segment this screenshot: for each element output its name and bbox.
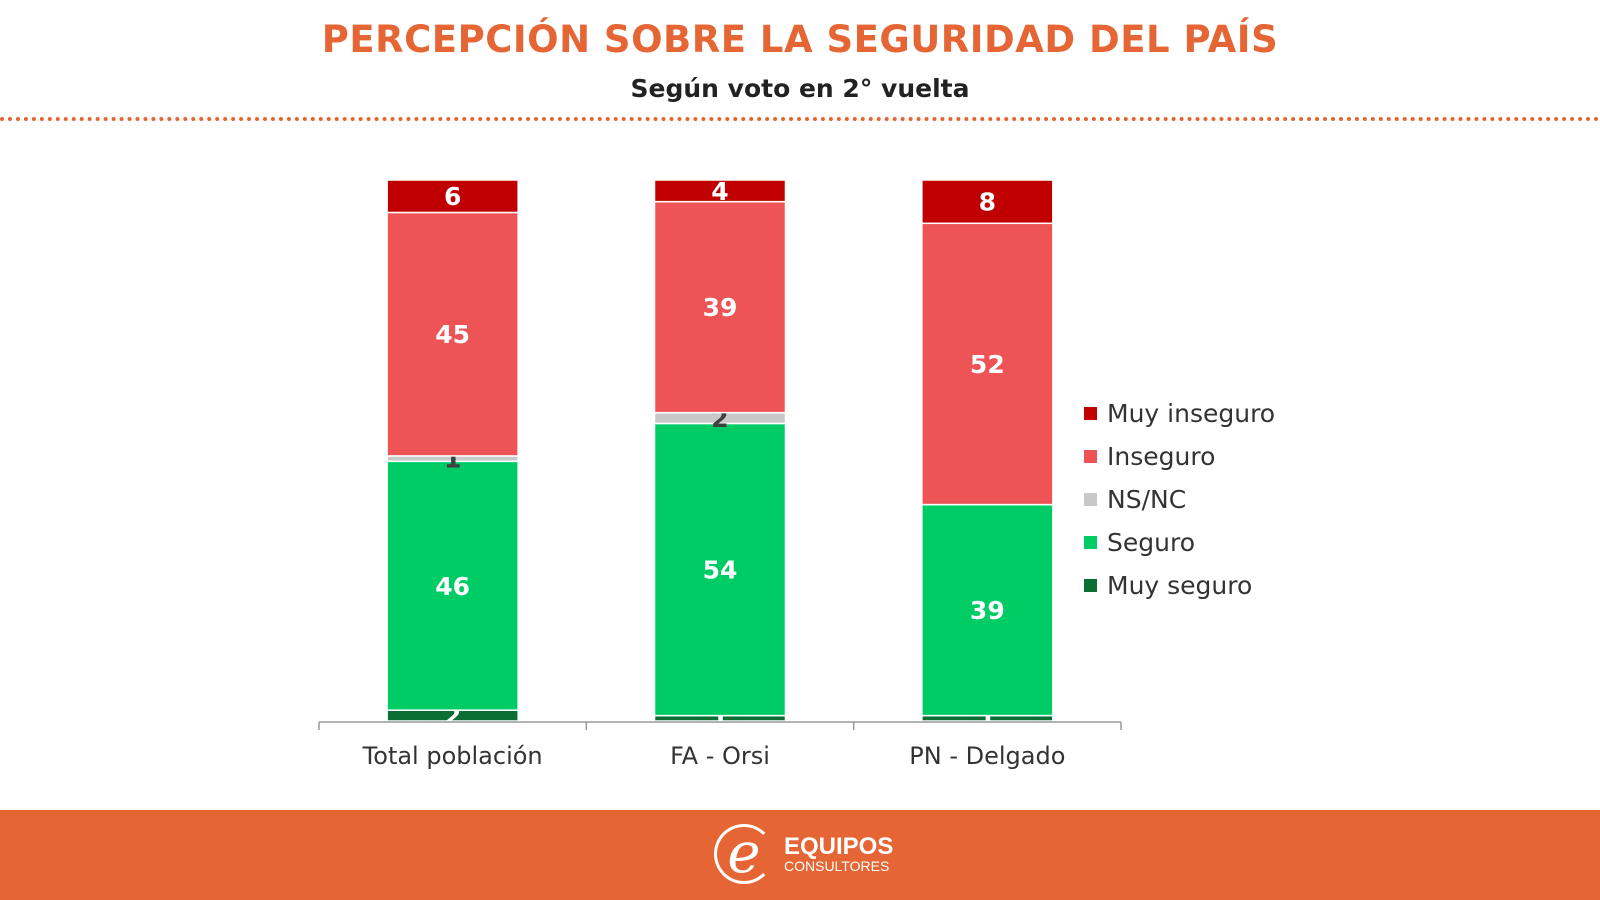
legend-item: Muy inseguro [1084,392,1275,435]
legend: Muy inseguro Inseguro NS/NC Seguro Muy segur… [1084,392,1275,607]
chart-subtitle: Según voto en 2° vuelta [630,74,970,103]
legend-label: Muy seguro [1107,571,1253,600]
bar-segment [653,179,787,203]
logo-sub-text: CONSULTORES [784,858,890,874]
legend-swatch [1084,407,1097,420]
data-label: 39 [970,596,1005,625]
legend-swatch [1084,493,1097,506]
legend-label: NS/NC [1107,485,1187,514]
bar-segment [921,503,1054,717]
data-label: 45 [435,320,470,349]
bar-segment [653,422,787,717]
data-label: 39 [703,293,738,322]
data-label: 46 [435,572,470,601]
data-label: 52 [970,350,1005,379]
logo-main-text: EQUIPOS [784,833,894,860]
legend-swatch [1084,579,1097,592]
legend-label: Seguro [1107,528,1195,557]
legend-item: Seguro [1084,521,1275,564]
x-tick-label: PN - Delgado [909,742,1065,770]
data-label: 6 [444,182,461,211]
data-label: 54 [703,556,738,585]
logo-e-icon: e [714,824,774,884]
legend-item: Muy seguro [1084,564,1275,607]
bar-segment [386,211,519,457]
legend-item: NS/NC [1084,478,1275,521]
footer-bar: e EQUIPOS CONSULTORES [0,810,1600,900]
equipos-logo: e EQUIPOS CONSULTORES [714,824,893,884]
bar-segment [653,200,787,414]
bar-segment [921,179,1054,225]
x-tick-label: Total población [362,742,543,770]
data-label: 8 [979,188,996,217]
legend-label: Inseguro [1107,442,1216,471]
chart-title: PERCEPCIÓN SOBRE LA SEGURIDAD DEL PAÍS [321,18,1279,61]
legend-label: Muy inseguro [1107,399,1276,428]
legend-item: Inseguro [1084,435,1275,478]
x-tick-label: FA - Orsi [670,742,770,770]
legend-swatch [1084,536,1097,549]
bar-segment [921,222,1054,506]
bar-segment [386,179,519,214]
dotted-divider [0,117,1600,121]
legend-swatch [1084,450,1097,463]
data-label: 4 [711,177,728,206]
